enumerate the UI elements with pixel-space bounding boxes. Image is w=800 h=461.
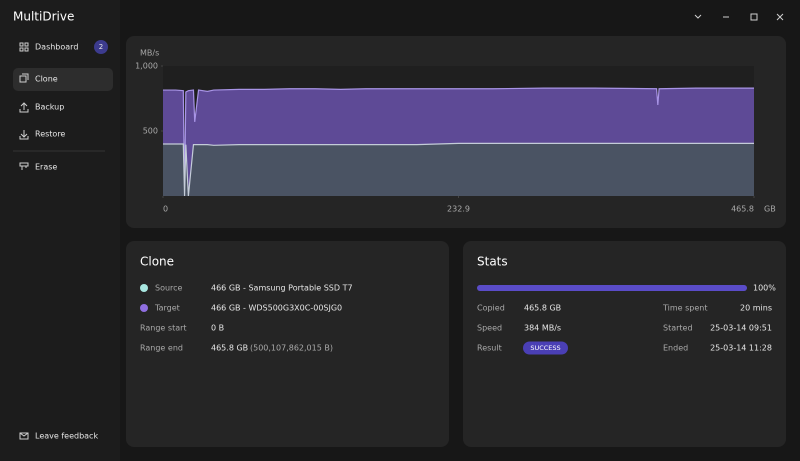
result-badge [523, 341, 568, 355]
legend-dot [140, 304, 148, 312]
active-nav-bg [13, 68, 113, 91]
window-controls [694, 13, 784, 21]
nav-badge: 2 [99, 43, 103, 51]
row-value: 466 GB - Samsung Portable SSD T7 [211, 284, 353, 293]
x-axis-unit: GB [764, 205, 776, 214]
panel-title: Clone [140, 255, 174, 269]
stat-label: Time spent [662, 304, 708, 313]
x-tick-label: 232.9 [447, 205, 470, 214]
nav-icons [19, 42, 29, 440]
progress-label: 100% [753, 284, 776, 293]
y-axis-label: MB/s [140, 49, 159, 58]
feedback-link[interactable]: Leave feedback [35, 432, 98, 441]
row-label: Target [154, 304, 180, 313]
close-button[interactable] [776, 13, 784, 21]
row-value: 465.8 GB [211, 344, 248, 353]
nav-item[interactable]: Clone [35, 75, 58, 84]
row-label: Range end [140, 344, 183, 353]
row-value: 0 B [211, 324, 224, 333]
clone-panel [126, 241, 449, 447]
stats-panel [463, 241, 786, 447]
area-line [163, 142, 754, 197]
stat-value: 465.8 GB [524, 304, 561, 313]
row-label: Source [155, 284, 183, 293]
stat-label: Ended [663, 344, 688, 353]
maximize-button[interactable] [750, 13, 758, 21]
stat-label: Speed [477, 324, 502, 333]
y-tick-label: 500 [143, 127, 158, 136]
area [163, 143, 754, 196]
stat-value: 384 MB/s [524, 324, 561, 333]
nav-item[interactable]: Backup [35, 103, 64, 112]
stat-label: Result [477, 344, 502, 353]
stat-label: Copied [477, 304, 505, 313]
x-tick-label: 465.8 [731, 205, 754, 214]
legend-dot [140, 284, 148, 292]
panel-title: Stats [477, 255, 508, 269]
stat-value: 20 mins [740, 304, 772, 313]
row-label: Range start [140, 324, 187, 333]
stat-value: SUCCESS [530, 344, 560, 352]
stat-label: Started [663, 324, 693, 333]
x-tick-label: 0 [163, 205, 168, 214]
area-line [163, 87, 754, 197]
collapse-button[interactable] [694, 14, 702, 19]
progress-fill [477, 285, 747, 291]
nav-item[interactable]: Erase [35, 163, 57, 172]
y-tick-label: 1,000 [135, 62, 158, 71]
stat-value: 25-03-14 11:28 [710, 344, 772, 353]
nav-item[interactable]: Restore [35, 130, 65, 139]
stat-value: 25-03-14 09:51 [710, 324, 772, 333]
row-value: 466 GB - WDS500G3X0C-00SJG0 [211, 304, 342, 313]
nav-item[interactable]: Dashboard [35, 43, 78, 52]
badge [94, 40, 108, 54]
app-title: MultiDrive [13, 10, 74, 24]
row-note: (500,107,862,015 B) [250, 344, 333, 353]
